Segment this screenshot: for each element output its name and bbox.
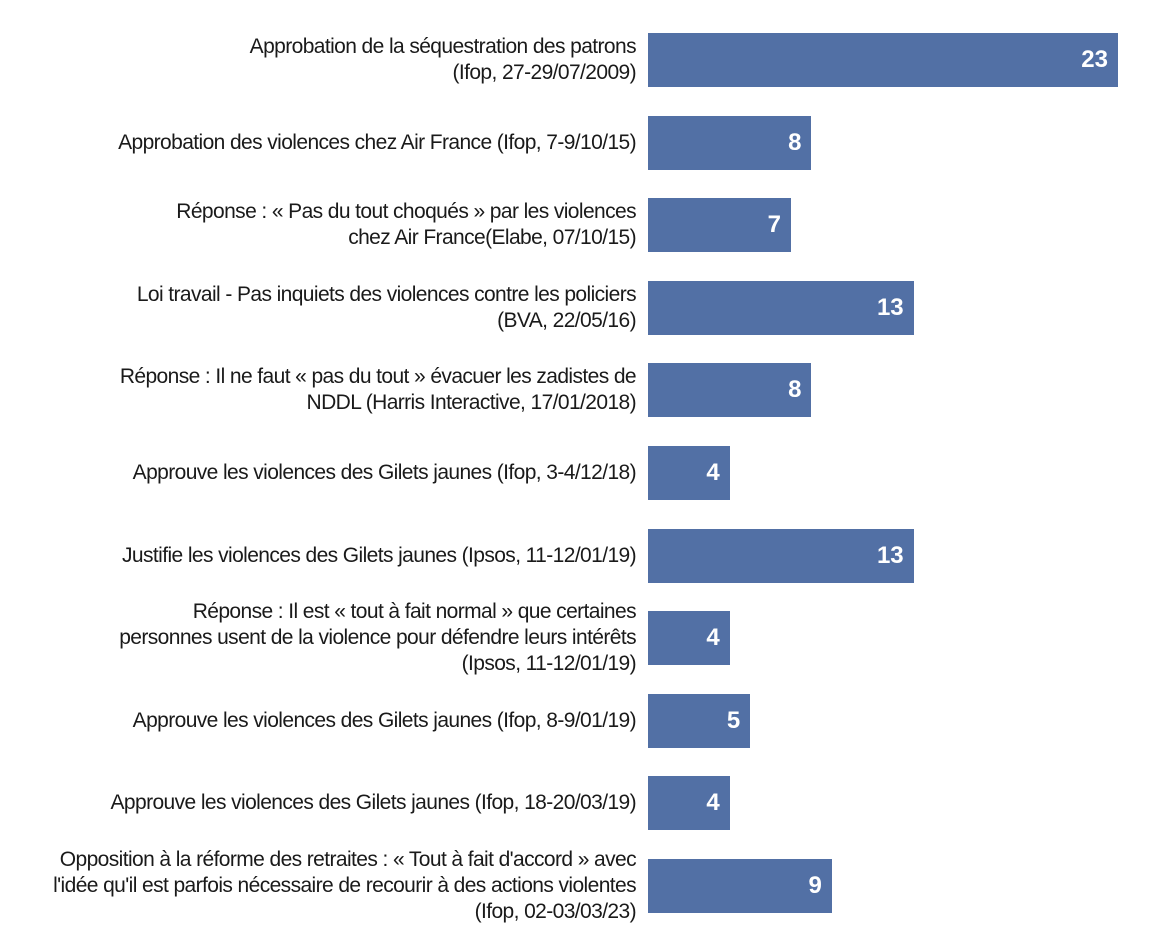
bar-row: Justifie les violences des Gilets jaunes… [0, 528, 1156, 583]
bar: 23 [648, 33, 1118, 87]
data-label: 13 [876, 293, 904, 321]
bar: 7 [648, 198, 792, 253]
data-label: 4 [706, 624, 720, 652]
category-label: Réponse : « Pas du tout choqués » par le… [176, 200, 636, 250]
data-label: 5 [726, 706, 741, 734]
category-label: Réponse : Il est « tout à fait normal » … [119, 600, 636, 676]
bar: 13 [648, 280, 914, 335]
bar-row: Réponse : « Pas du tout choqués » par le… [0, 198, 1156, 253]
bar-row: Approuve les violences des Gilets jaunes… [0, 776, 1156, 831]
bar: 4 [648, 611, 730, 666]
data-label: 4 [706, 459, 720, 486]
category-label: Réponse : Il ne faut « pas du tout » éva… [119, 365, 637, 415]
bar-row: Approuve les violences des Gilets jaunes… [0, 446, 1156, 500]
bar: 4 [648, 776, 730, 831]
data-label: 7 [767, 211, 782, 239]
bar-row: Réponse : Il ne faut « pas du tout » éva… [0, 363, 1156, 418]
bar: 8 [648, 115, 812, 170]
bar-row: Approbation des violences chez Air Franc… [0, 115, 1156, 170]
data-label: 13 [876, 541, 904, 569]
data-label: 8 [788, 376, 802, 404]
bar: 8 [648, 363, 812, 418]
bar: 5 [648, 693, 751, 748]
bar: 4 [648, 446, 730, 500]
bar-row: Réponse : Il est « tout à fait normal » … [0, 600, 1156, 675]
category-label: Opposition à la réforme des retraites : … [53, 848, 637, 923]
bar: 9 [648, 859, 832, 913]
category-label: Justifie les violences des Gilets jaunes… [122, 543, 637, 567]
data-label: 8 [788, 128, 802, 156]
bar-row: Opposition à la réforme des retraites : … [0, 848, 1156, 923]
category-label: Approuve les violences des Gilets jaunes… [132, 708, 637, 732]
category-label: Approuve les violences des Gilets jaunes… [132, 461, 637, 484]
data-label: 9 [808, 872, 822, 899]
bar-row: Approuve les violences des Gilets jaunes… [0, 693, 1156, 748]
bar-row: Approbation de la séquestration des patr… [0, 33, 1156, 87]
data-label: 23 [1081, 46, 1108, 73]
category-label: Approbation des violences chez Air Franc… [118, 130, 637, 154]
category-label: Loi travail - Pas inquiets des violences… [136, 282, 637, 332]
data-label: 4 [706, 789, 720, 817]
category-label: Approuve les violences des Gilets jaunes… [110, 791, 637, 815]
category-label: Approbation de la séquestration des patr… [249, 35, 637, 84]
bar: 13 [648, 528, 914, 583]
bar-row: Loi travail - Pas inquiets des violences… [0, 280, 1156, 335]
